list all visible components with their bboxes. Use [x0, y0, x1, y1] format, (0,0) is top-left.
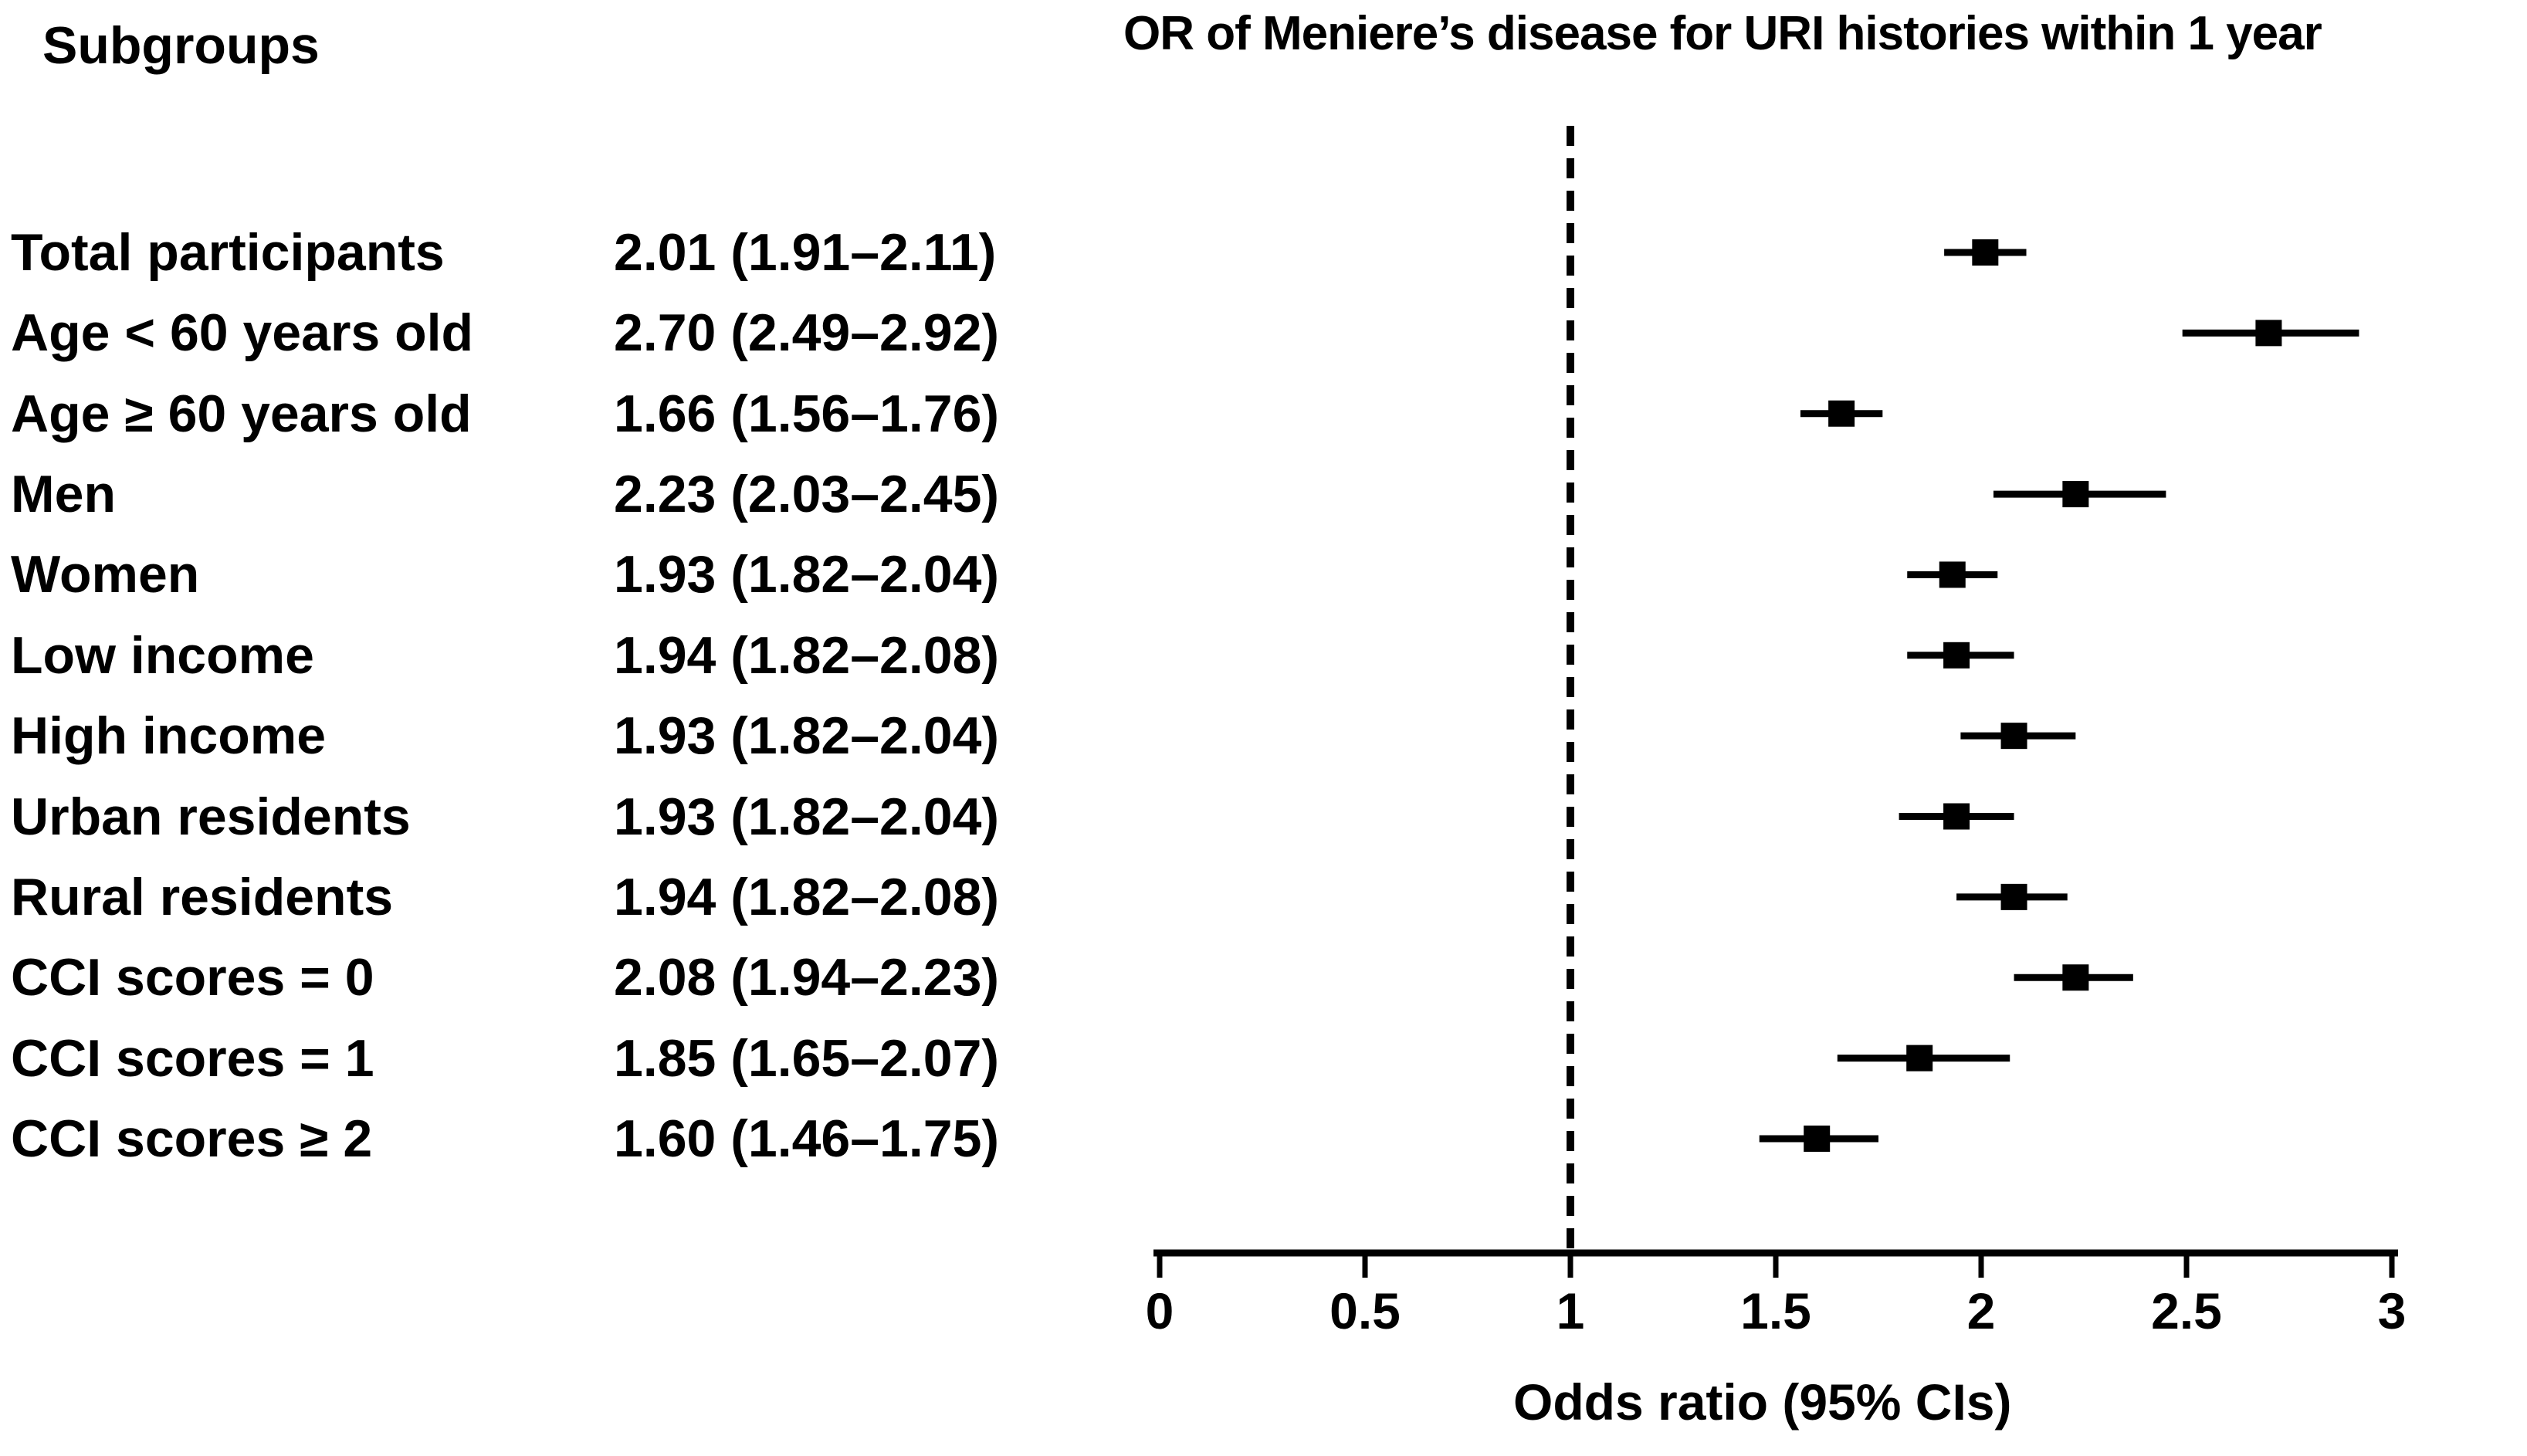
or-marker: [2062, 481, 2089, 508]
subgroup-label: Total participants: [11, 223, 445, 282]
subgroup-or-value: 2.01 (1.91–2.11): [614, 223, 997, 282]
or-marker: [2000, 883, 2027, 910]
subgroup-or-value: 2.70 (2.49–2.92): [614, 303, 1000, 363]
subgroup-or-value: 1.93 (1.82–2.04): [614, 787, 1000, 846]
x-tick-label: 1: [1557, 1282, 1585, 1339]
plot-title: OR of Meniere’s disease for URI historie…: [1123, 7, 2322, 60]
subgroup-or-value: 1.94 (1.82–2.08): [614, 867, 1000, 926]
subgroup-or-value: 2.08 (1.94–2.23): [614, 948, 1000, 1007]
x-tick-label: 3: [2378, 1282, 2407, 1339]
subgroup-label: CCI scores = 0: [11, 948, 374, 1007]
x-tick-label: 1.5: [1740, 1282, 1811, 1339]
or-marker: [1804, 1125, 1831, 1152]
subgroup-label: CCI scores = 1: [11, 1028, 374, 1088]
or-marker: [1943, 803, 1970, 830]
subgroup-label: Low income: [11, 625, 314, 685]
subgroup-label: Men: [11, 465, 116, 524]
or-marker: [2000, 723, 2027, 750]
subgroup-label: High income: [11, 706, 327, 766]
x-tick-label: 2: [1967, 1282, 1996, 1339]
subgroup-label: Rural residents: [11, 867, 394, 926]
or-marker: [1939, 561, 1966, 588]
subgroup-label: Age < 60 years old: [11, 303, 474, 363]
x-tick-label: 0.5: [1330, 1282, 1401, 1339]
x-tick-label: 0: [1146, 1282, 1174, 1339]
subgroup-label: Urban residents: [11, 787, 411, 846]
subgroups-column-header: Subgroups: [42, 16, 320, 75]
subgroup-label: Age ≥ 60 years old: [11, 384, 472, 443]
or-marker: [1906, 1045, 1933, 1072]
x-tick-label: 2.5: [2151, 1282, 2222, 1339]
subgroup-label: CCI scores ≥ 2: [11, 1109, 373, 1168]
subgroup-or-value: 1.66 (1.56–1.76): [614, 384, 1000, 443]
x-axis-label: Odds ratio (95% CIs): [1513, 1373, 2012, 1431]
subgroup-label: Women: [11, 545, 200, 604]
subgroup-or-value: 1.93 (1.82–2.04): [614, 706, 1000, 766]
or-marker: [1972, 239, 1999, 266]
subgroup-or-value: 1.85 (1.65–2.07): [614, 1028, 1000, 1088]
or-marker: [1828, 400, 1855, 427]
subgroup-or-value: 1.93 (1.82–2.04): [614, 545, 1000, 604]
subgroup-or-value: 1.94 (1.82–2.08): [614, 625, 1000, 685]
subgroup-or-value: 2.23 (2.03–2.45): [614, 465, 1000, 524]
subgroup-or-value: 1.60 (1.46–1.75): [614, 1109, 1000, 1168]
or-marker: [2062, 964, 2089, 991]
or-marker: [2255, 320, 2282, 347]
or-marker: [1943, 642, 1970, 669]
